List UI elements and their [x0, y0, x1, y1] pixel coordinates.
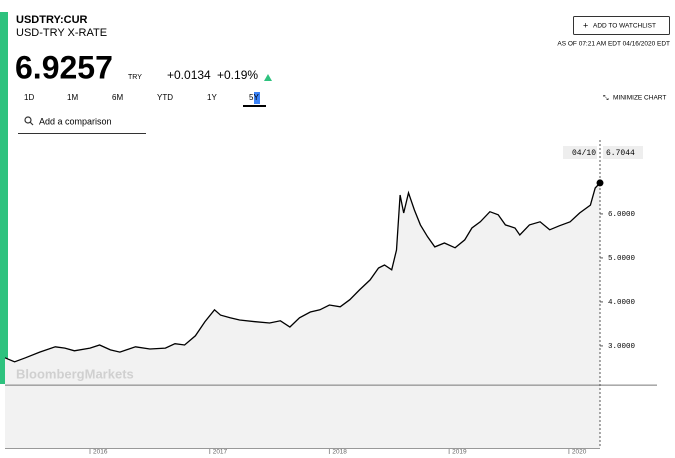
range-label: 5Y: [249, 93, 259, 102]
date-tag-bg: [563, 146, 597, 159]
minimize-button[interactable]: ⤡ MINIMIZE CHART: [603, 95, 666, 102]
last-value: 6.7044: [606, 149, 635, 158]
ticker: USDTRY:CUR: [16, 14, 88, 26]
x-tick-label: 2017: [213, 449, 228, 456]
range-tab[interactable]: 6M: [112, 93, 123, 102]
comparison-input[interactable]: Add a comparison: [18, 116, 146, 134]
range-tabs: 1D 1M 6M YTD 1Y 5Y: [24, 92, 266, 107]
y-tick-label: 3.0000: [608, 343, 636, 351]
minimize-label: MINIMIZE CHART: [613, 95, 666, 102]
price-line: [4, 182, 601, 363]
range-tab[interactable]: 1M: [67, 93, 78, 102]
range-label: 6M: [112, 93, 123, 102]
watermark: BloombergMarkets: [16, 366, 134, 381]
range-tab[interactable]: YTD: [157, 93, 173, 102]
range-label: YTD: [157, 93, 173, 102]
watchlist-button[interactable]: + ADD TO WATCHLIST: [573, 16, 670, 35]
instrument-name: USD-TRY X-RATE: [16, 27, 107, 39]
minimize-icon: ⤡: [603, 95, 609, 102]
search-icon-handle: [29, 121, 34, 126]
range-label: 1D: [24, 93, 34, 102]
change: +0.0134: [167, 68, 211, 82]
area: [5, 182, 600, 448]
y-tick-label: 6.0000: [608, 211, 636, 219]
change-percent: +0.19%: [217, 68, 258, 82]
x-tick-label: 2016: [93, 449, 108, 456]
range-label: 1M: [67, 93, 78, 102]
y-tick-label: 4.0000: [608, 299, 636, 307]
price: 6.9257: [15, 49, 113, 85]
x-tick-label: 2020: [572, 449, 587, 456]
value-tag-bg: [603, 146, 643, 159]
plus-icon: +: [583, 20, 588, 30]
comparison-placeholder: Add a comparison: [39, 116, 112, 126]
x-tick-label: 2019: [452, 449, 467, 456]
range-tab[interactable]: 5Y: [243, 92, 266, 107]
x-tick-label: 2018: [332, 449, 347, 456]
active-highlight: [254, 92, 260, 104]
chart: BloombergMarkets 04/10 6.7044 3.0000 4.0000 5…: [4, 140, 657, 456]
last-point: [596, 179, 604, 187]
range-label: 1Y: [207, 93, 217, 102]
accent-bar: [0, 12, 8, 384]
watchlist-label: ADD TO WATCHLIST: [593, 23, 656, 30]
button-frame: [573, 16, 670, 35]
y-tick-label: 5.0000: [608, 255, 636, 263]
as-of: AS OF 07:21 AM EDT 04/16/2020 EDT: [557, 41, 670, 48]
range-tab[interactable]: 1Y: [207, 93, 217, 102]
range-tab[interactable]: 1D: [24, 93, 34, 102]
up-arrow: [264, 74, 272, 81]
currency: TRY: [128, 74, 142, 81]
last-date: 04/10: [572, 149, 596, 158]
search-icon: [24, 116, 32, 124]
